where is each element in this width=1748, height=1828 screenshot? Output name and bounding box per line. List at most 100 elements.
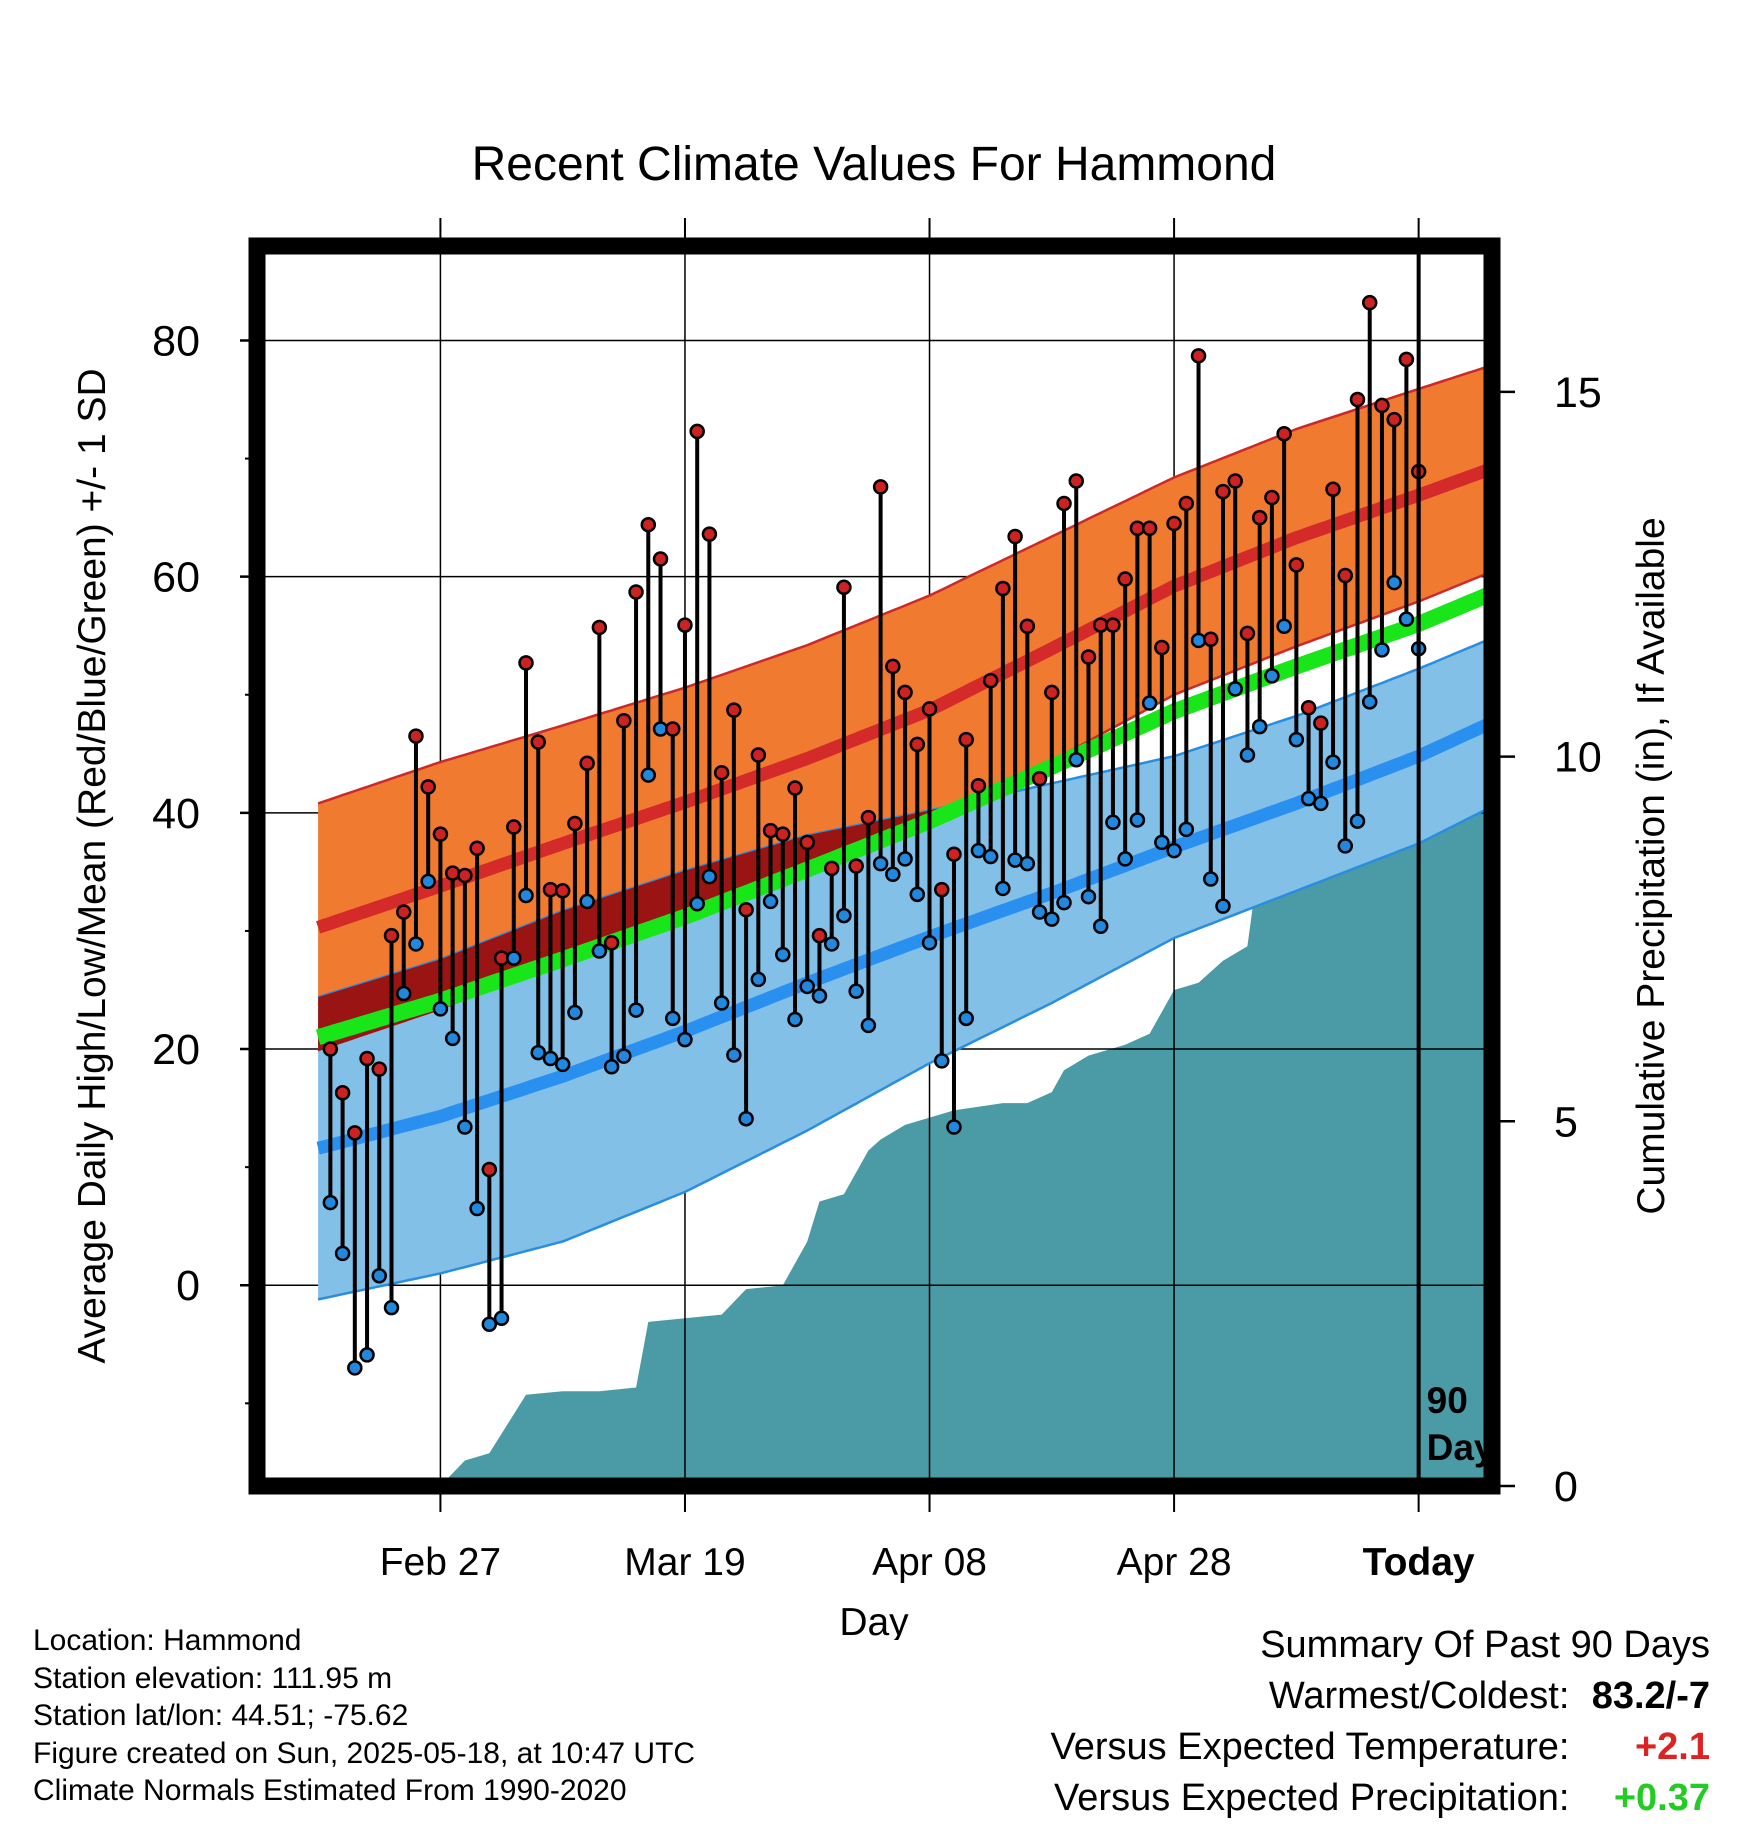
daily-high-point (799, 834, 815, 851)
daily-low-point (701, 868, 718, 885)
daily-low-point (334, 1245, 351, 1262)
axes: 0 20 40 60 80 0 5 10 15 Feb 27 Mar 19 Apr 08 Apr 28 T… (152, 218, 1602, 1584)
warm-cold-row: Warmest/Coldest: 83.2/-7 (1051, 1671, 1710, 1722)
daily-high-point (1117, 571, 1133, 587)
daily-low-point (897, 851, 913, 867)
daily-low-point (1215, 898, 1231, 914)
daily-low-point (713, 995, 730, 1011)
daily-low-point (823, 936, 840, 952)
daily-low-point (457, 1119, 473, 1135)
daily-low-point (1398, 611, 1415, 627)
daily-high-point (1374, 397, 1390, 414)
daily-high-point (1215, 483, 1231, 500)
summary-title: Summary Of Past 90 Days (1260, 1624, 1710, 1666)
daily-high-point (1044, 684, 1060, 701)
daily-low-point (1288, 731, 1305, 748)
daily-high-point (1166, 515, 1182, 532)
x-tick-label: Today (1363, 1541, 1475, 1584)
daily-low-point (921, 935, 938, 951)
daily-high-point (1178, 495, 1195, 512)
y2-tick-label: 10 (1554, 734, 1602, 782)
daily-high-point (811, 927, 828, 944)
daily-low-point (591, 943, 608, 959)
daily-low-point (1129, 812, 1146, 828)
station-info: Location: Hammond Station elevation: 111… (33, 1622, 695, 1810)
daily-low-point (640, 767, 657, 783)
daily-low-point (1190, 632, 1207, 649)
daily-high-point (726, 702, 742, 718)
daily-high-point (823, 860, 840, 877)
mean-normal-line (315, 584, 1492, 1045)
daily-high-point (420, 779, 436, 795)
daily-low-point (872, 855, 889, 872)
daily-high-point (1239, 625, 1256, 642)
daily-low-point (1325, 754, 1341, 770)
daily-low-point (444, 1030, 461, 1047)
daily-high-point (506, 819, 522, 835)
daily-high-point (995, 580, 1011, 597)
daily-low-point (395, 985, 412, 1002)
daily-high-point (1337, 567, 1354, 584)
daily-low-point (542, 1050, 559, 1067)
daily-low-point (885, 866, 901, 883)
plot-area: 90 Days (257, 246, 1492, 1486)
warm-cold-value: 83.2/-7 (1591, 1675, 1710, 1717)
daily-high-point (640, 516, 657, 533)
daily-low-point (359, 1347, 375, 1363)
precip-departure-value: +0.37 (1613, 1777, 1710, 1819)
daily-low-point (322, 1194, 339, 1211)
daily-high-point (408, 728, 424, 744)
daily-high-point (652, 551, 669, 567)
daily-low-point (677, 1031, 693, 1048)
location-text: Location: Hammond (33, 1624, 302, 1657)
daily-low-point (493, 1310, 510, 1327)
daily-high-point (1325, 481, 1341, 498)
daily-low-point (518, 887, 534, 904)
daily-high-point (848, 858, 864, 874)
temp-departure-row: Versus Expected Temperature: +2.1 (1051, 1722, 1710, 1773)
daily-high-point (1019, 618, 1036, 635)
y2-tick-label: 15 (1554, 369, 1602, 417)
daily-high-point (1056, 495, 1072, 512)
daily-low-point (469, 1200, 485, 1217)
daily-high-point (383, 927, 400, 944)
daily-high-point (677, 617, 693, 633)
daily-high-point (530, 734, 546, 750)
daily-high-point (970, 777, 987, 794)
daily-high-point (518, 655, 534, 671)
daily-low-point (1019, 855, 1036, 872)
precip-cumulative-area (318, 793, 1492, 1486)
summary-panel: Summary Of Past 90 Days Warmest/Coldest:… (1051, 1620, 1710, 1824)
daily-high-point (836, 579, 852, 596)
daily-high-point (554, 883, 571, 899)
daily-high-point (395, 904, 412, 920)
daily-high-point (713, 764, 730, 781)
daily-low-point (664, 1010, 681, 1027)
daily-low-point (1239, 747, 1256, 763)
daily-low-point (1203, 871, 1219, 887)
daily-high-point (934, 881, 950, 898)
daily-low-point (1276, 618, 1292, 635)
climate-chart: Recent Climate Values For Hammond 90 Days… (71, 138, 1673, 1640)
daily-low-point (1227, 681, 1243, 697)
daily-low-point (383, 1299, 400, 1316)
daily-high-point (958, 731, 974, 748)
plot-frame (248, 237, 1501, 1495)
y2-tick-label: 0 (1554, 1463, 1578, 1511)
daily-low-point (1092, 918, 1109, 934)
daily-low-point (408, 936, 424, 952)
daily-high-point (481, 1161, 498, 1178)
daily-high-point (469, 840, 485, 857)
y-tick-label: 80 (152, 317, 200, 365)
daily-high-point (432, 826, 449, 842)
y-axis-label: Average Daily High/Low/Mean (Red/Blue/Gr… (71, 368, 114, 1363)
daily-low-point (530, 1044, 546, 1061)
daily-low-point (1166, 842, 1182, 859)
daily-low-point (775, 946, 791, 963)
daily-high-point (689, 423, 705, 440)
daily-high-point (579, 755, 595, 772)
x-tick-label: Feb 27 (380, 1541, 501, 1584)
daily-low-point (799, 978, 815, 995)
daily-low-point (787, 1011, 803, 1028)
daily-high-point (946, 846, 962, 862)
